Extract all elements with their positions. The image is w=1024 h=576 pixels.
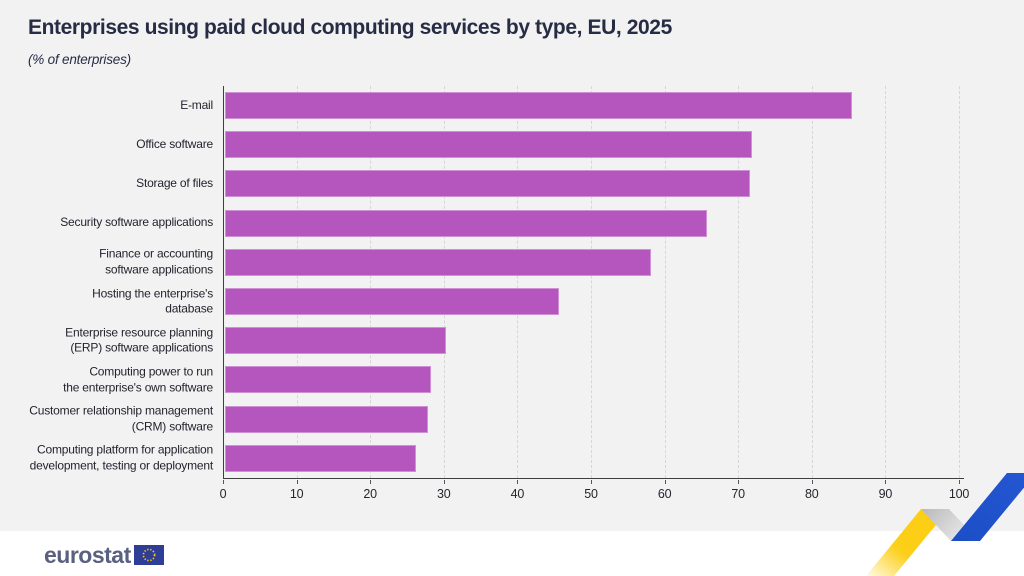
category-label: Customer relationship management (CRM) s… (29, 403, 213, 434)
x-axis-tick-label: 20 (363, 487, 377, 501)
gridline (517, 86, 519, 478)
x-axis-tick (296, 479, 298, 484)
x-axis-tick-label: 90 (878, 487, 893, 501)
bar-row: Computing platform for application devel… (0, 439, 1024, 478)
bar (224, 131, 753, 159)
x-axis-tick-label: 10 (289, 487, 304, 501)
x-axis-tick-label: 50 (584, 487, 598, 501)
x-axis-tick-label: 80 (805, 487, 819, 501)
x-axis-tick-label: 100 (948, 487, 970, 501)
bar (224, 366, 431, 394)
x-axis-tick (370, 479, 372, 484)
gridline (738, 86, 740, 478)
eurostat-wordmark: eurostat (44, 541, 131, 568)
y-axis-line (223, 86, 224, 478)
x-axis-tick (443, 479, 445, 484)
category-label: E-mail (180, 97, 213, 112)
bar (224, 92, 853, 119)
eurostat-logo: eurostat (44, 541, 164, 569)
x-axis-tick-label: 40 (510, 487, 525, 501)
category-label: Finance or accounting software applicati… (99, 246, 213, 277)
bar (224, 288, 560, 315)
x-axis-tick (664, 479, 666, 484)
bar-row: Hosting the enterprise's database (0, 282, 1024, 321)
bar (224, 170, 750, 198)
gridline (811, 86, 813, 478)
bar (224, 327, 446, 355)
category-label: Storage of files (136, 176, 213, 191)
x-axis-tick-label: 0 (219, 487, 227, 501)
gridline (296, 86, 298, 478)
gridline (370, 86, 372, 478)
x-axis-tick (591, 479, 592, 484)
x-axis-tick (517, 479, 519, 484)
x-axis-tick (885, 479, 887, 484)
x-axis-tick (738, 479, 740, 484)
gridline (664, 86, 666, 478)
x-axis-tick (811, 479, 813, 484)
x-axis-tick-label: 30 (437, 487, 451, 501)
bar (224, 405, 429, 433)
x-axis-tick (223, 479, 224, 484)
bar (224, 248, 652, 276)
category-label: Hosting the enterprise's database (92, 286, 213, 316)
eu-flag-icon (133, 545, 164, 565)
bar-row: E-mail (0, 86, 1024, 125)
chart-subtitle: (% of enterprises) (28, 52, 131, 67)
chart-title: Enterprises using paid cloud computing s… (28, 16, 672, 39)
bar-row: Storage of files (0, 164, 1024, 203)
x-axis-tick-label: 70 (731, 487, 745, 501)
gridline (591, 86, 592, 478)
zigzag-ribbon-icon (866, 473, 1024, 576)
category-label: Office software (136, 136, 213, 151)
x-axis-tick-label: 60 (657, 487, 672, 501)
bar-row: Finance or accounting software applicati… (0, 243, 1024, 282)
bar-row: Customer relationship management (CRM) s… (0, 400, 1024, 439)
bar-row: Office software (0, 125, 1024, 164)
gridline (959, 86, 960, 478)
gridline (443, 86, 445, 478)
bar (224, 209, 707, 237)
category-label: Computing platform for application devel… (29, 442, 214, 473)
bar (224, 444, 416, 472)
bar-chart: E-mail Office software Storage of files Sec… (0, 86, 1024, 516)
bar-row: Enterprise resource planning (ERP) softw… (0, 321, 1024, 360)
category-label: Computing power to run the enterprise's … (63, 364, 213, 394)
category-label: Security software applications (60, 215, 213, 230)
bar-row: Security software applications (0, 204, 1024, 243)
category-label: Enterprise resource planning (ERP) softw… (65, 325, 213, 355)
x-axis-line (223, 478, 964, 479)
gridline (885, 86, 887, 478)
bar-row: Computing power to run the enterprise's … (0, 360, 1024, 399)
x-axis-tick (959, 479, 960, 484)
